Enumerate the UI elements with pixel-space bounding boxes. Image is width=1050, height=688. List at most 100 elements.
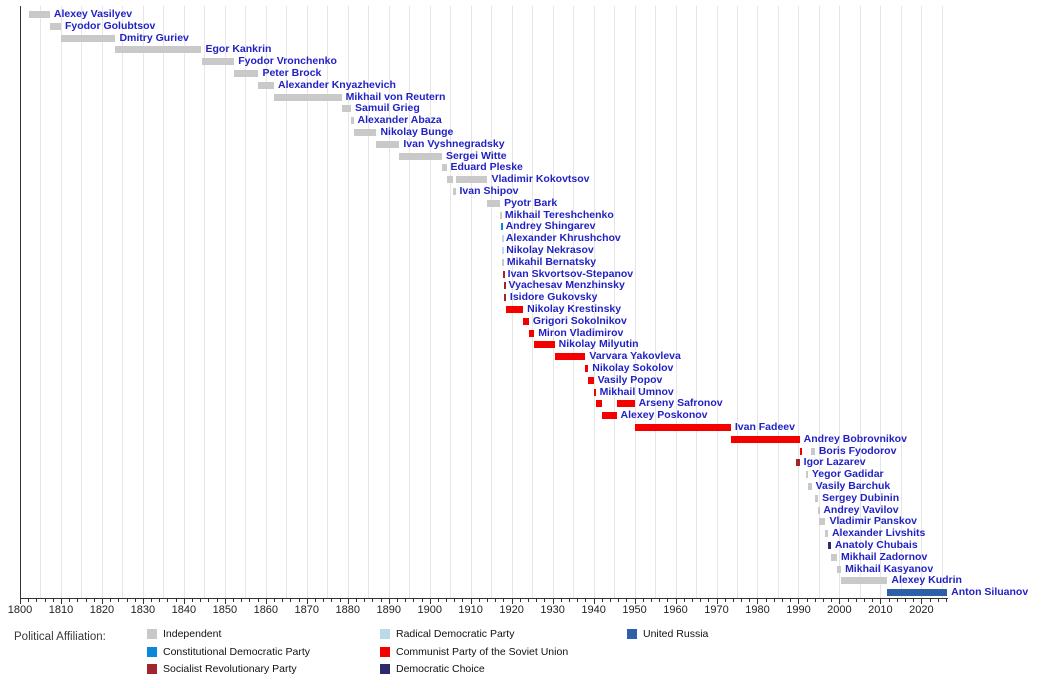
legend-title: Political Affiliation: bbox=[14, 631, 106, 643]
gridline bbox=[265, 6, 267, 598]
x-axis-tick-label: 1910 bbox=[458, 604, 483, 616]
x-axis-tick-label: 1890 bbox=[376, 604, 401, 616]
x-axis-major-tick bbox=[552, 599, 554, 604]
gridline bbox=[306, 6, 308, 598]
gridline bbox=[224, 6, 226, 598]
x-axis-tick-label: 1990 bbox=[786, 604, 811, 616]
person-name: Pyotr Bark bbox=[504, 196, 558, 209]
tenure-bar bbox=[501, 247, 504, 254]
x-axis-major-tick bbox=[224, 599, 226, 604]
x-axis-minor-tick bbox=[478, 599, 480, 602]
gridline bbox=[859, 6, 861, 598]
gridline bbox=[593, 6, 595, 598]
x-axis-minor-tick bbox=[282, 599, 284, 602]
gridline bbox=[101, 6, 103, 598]
tenure-bar bbox=[730, 435, 800, 443]
person-name: Yegor Gadidar bbox=[811, 468, 884, 481]
tenure-bar bbox=[49, 22, 61, 30]
x-axis-minor-tick bbox=[888, 599, 890, 602]
x-axis-tick-label: 1900 bbox=[417, 604, 442, 616]
person-name: Nikolay Bunge bbox=[380, 126, 454, 138]
x-axis-minor-tick bbox=[864, 599, 865, 602]
tenure-bar bbox=[502, 270, 505, 278]
tenure-bar bbox=[504, 294, 507, 302]
person-name: Sergei Witte bbox=[446, 149, 507, 162]
tenure-bar bbox=[455, 176, 488, 184]
x-axis-minor-tick bbox=[298, 599, 300, 602]
gridline bbox=[818, 6, 820, 598]
x-axis-major-tick bbox=[60, 599, 62, 604]
person-name: Vyachesav Menzhinsky bbox=[508, 279, 625, 292]
x-axis-minor-tick bbox=[77, 599, 79, 602]
x-axis-minor-tick bbox=[200, 599, 202, 602]
person-name: Samuil Grieg bbox=[355, 102, 420, 115]
gridline bbox=[122, 6, 124, 598]
x-axis-minor-tick bbox=[355, 599, 357, 602]
person-name: Alexey Vasilyev bbox=[53, 8, 133, 20]
tenure-bar bbox=[795, 459, 800, 467]
person-name: Andrey Vavilov bbox=[823, 503, 899, 516]
gridline bbox=[634, 6, 636, 598]
x-axis-major-tick bbox=[921, 599, 923, 604]
x-axis-minor-tick bbox=[569, 599, 570, 602]
gridline bbox=[880, 6, 882, 598]
x-axis-minor-tick bbox=[364, 599, 366, 602]
gridline bbox=[409, 6, 411, 598]
x-axis-major-tick bbox=[798, 599, 800, 604]
x-axis-minor-tick bbox=[495, 599, 497, 602]
person-name: Egor Kankrin bbox=[205, 43, 272, 56]
x-axis-minor-tick bbox=[372, 599, 374, 602]
x-axis-minor-tick bbox=[626, 599, 628, 602]
x-axis-tick-label: 1970 bbox=[704, 604, 729, 616]
gridline bbox=[491, 6, 493, 598]
person-name: Varvara Yakovleva bbox=[589, 350, 681, 363]
gridline bbox=[777, 6, 779, 598]
tenure-bar bbox=[818, 506, 821, 514]
x-axis-minor-tick bbox=[503, 599, 505, 602]
x-axis-minor-tick bbox=[85, 599, 87, 602]
legend-swatch-independent bbox=[147, 629, 157, 639]
gridline bbox=[900, 6, 902, 598]
x-axis-major-tick bbox=[675, 599, 677, 604]
gridline bbox=[511, 6, 513, 598]
x-axis-minor-tick bbox=[929, 599, 931, 602]
x-axis-major-tick bbox=[634, 599, 636, 604]
person-name: Alexander Khrushchov bbox=[505, 232, 621, 245]
x-axis-minor-tick bbox=[175, 599, 177, 602]
x-axis-minor-tick bbox=[913, 599, 915, 602]
person-name: Mikahil Bernatsky bbox=[506, 255, 597, 268]
x-axis-tick-label: 1980 bbox=[745, 604, 770, 616]
x-axis-minor-tick bbox=[782, 599, 784, 602]
person-name: Ivan Shipov bbox=[459, 185, 519, 197]
x-axis-major-tick bbox=[142, 599, 144, 604]
x-axis-minor-tick bbox=[790, 599, 792, 602]
x-axis-minor-tick bbox=[274, 599, 276, 602]
x-axis-tick-label: 1930 bbox=[540, 604, 565, 616]
person-name: Fyodor Golubtsov bbox=[64, 19, 156, 32]
x-axis-minor-tick bbox=[323, 599, 325, 602]
tenure-bar bbox=[258, 81, 274, 89]
tenure-bar bbox=[500, 223, 503, 231]
x-axis-minor-tick bbox=[896, 599, 898, 602]
x-axis-minor-tick bbox=[290, 599, 292, 602]
x-axis-minor-tick bbox=[93, 599, 95, 602]
gridline bbox=[716, 6, 718, 598]
person-name: Vladimir Panskov bbox=[829, 515, 918, 528]
x-axis-minor-tick bbox=[405, 599, 407, 602]
person-name: Arseny Safronov bbox=[638, 397, 723, 410]
person-name: Vasily Popov bbox=[597, 373, 663, 386]
person-name: Mikhail Tereshchenko bbox=[504, 208, 614, 221]
x-axis-minor-tick bbox=[167, 599, 169, 602]
gridline bbox=[347, 6, 349, 598]
gridline bbox=[798, 6, 800, 598]
x-axis-minor-tick bbox=[773, 599, 775, 602]
tenure-bar bbox=[341, 105, 352, 113]
y-axis-line bbox=[20, 6, 21, 598]
x-axis-minor-tick bbox=[732, 599, 734, 602]
x-axis-minor-tick bbox=[609, 599, 611, 602]
x-axis-minor-tick bbox=[134, 599, 136, 602]
tenure-bar bbox=[818, 518, 826, 526]
person-name: Ivan Skvortsov-Stepanov bbox=[507, 267, 634, 280]
x-axis-minor-tick bbox=[683, 599, 685, 602]
